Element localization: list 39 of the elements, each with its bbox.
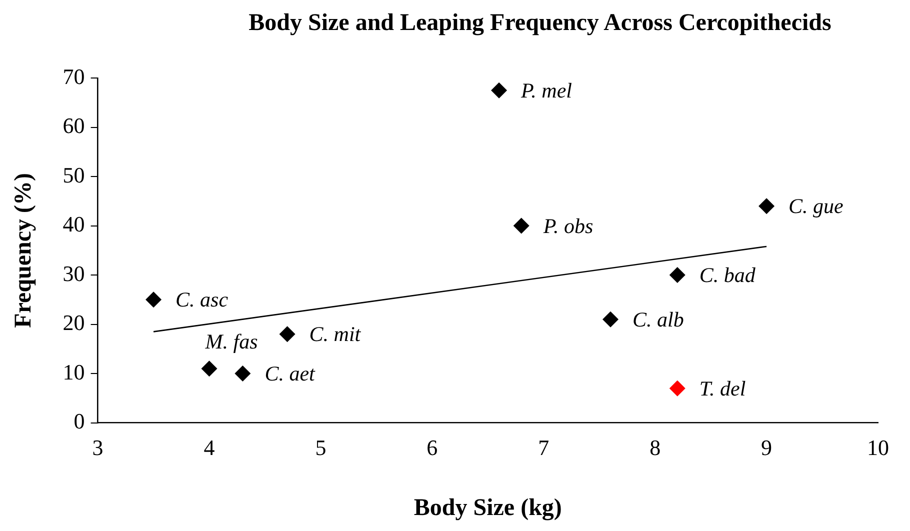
y-axis-title: Frequency (%) xyxy=(10,172,37,328)
point xyxy=(602,311,619,328)
y-tick-label: 20 xyxy=(62,310,85,336)
y-tick-label: 70 xyxy=(62,64,85,89)
annotation: P. obs xyxy=(542,214,594,238)
x-axis-title: Body Size (kg) xyxy=(414,494,562,521)
point xyxy=(513,218,530,234)
annotation: C. alb xyxy=(632,307,684,332)
point xyxy=(669,380,686,396)
point xyxy=(491,82,508,98)
x-tick-label: 3 xyxy=(92,434,104,460)
y-tick-label: 40 xyxy=(62,212,85,237)
annotation: C. bad xyxy=(699,263,756,288)
y-tick-label: 60 xyxy=(62,113,85,138)
point xyxy=(234,366,251,382)
y-tick-label: 30 xyxy=(62,260,85,286)
x-tick-label: 10 xyxy=(867,434,889,460)
annotation: T. del xyxy=(699,376,746,400)
point xyxy=(201,360,218,377)
x-tick-label: 8 xyxy=(650,434,661,460)
x-tick-label: 6 xyxy=(426,434,438,460)
x-tick-label: 5 xyxy=(315,434,326,460)
y-tick-label: 10 xyxy=(62,359,85,384)
point xyxy=(279,326,296,342)
point xyxy=(758,198,775,214)
point xyxy=(669,267,686,284)
x-tick-label: 7 xyxy=(538,434,550,460)
annotation: C. asc xyxy=(176,288,229,312)
point xyxy=(146,292,162,308)
x-tick-label: 4 xyxy=(204,434,215,460)
annotation: C. mit xyxy=(309,322,362,346)
y-tick-label: 0 xyxy=(74,408,85,434)
annotation: C. gue xyxy=(788,194,844,218)
annotation: C. aet xyxy=(264,362,316,386)
annotation: P. mel xyxy=(520,78,572,102)
annotation: M. fas xyxy=(204,330,258,354)
chart-title: Body Size and Leaping Frequency Across Cercopithecids xyxy=(248,9,832,38)
y-tick-label: 50 xyxy=(62,162,85,188)
x-tick-label: 9 xyxy=(761,434,772,460)
